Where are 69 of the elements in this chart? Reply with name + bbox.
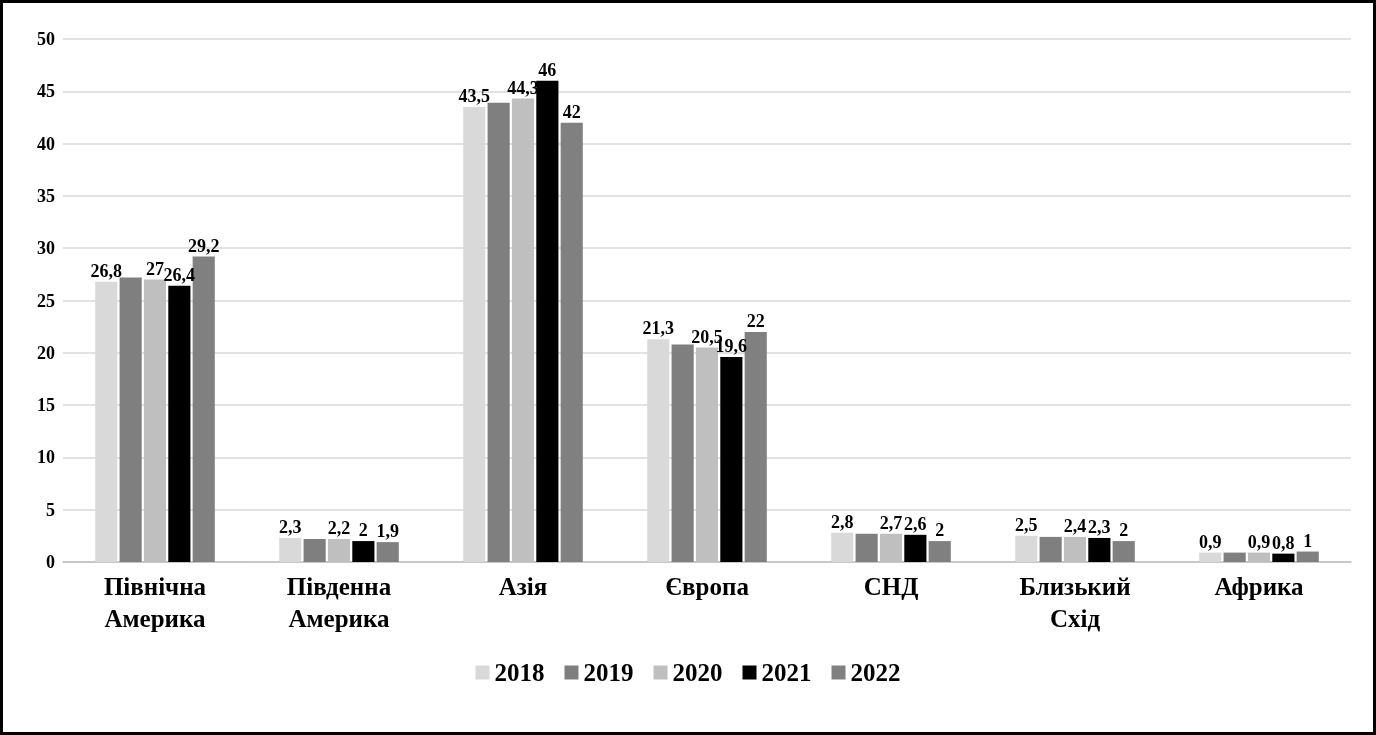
bar: [168, 285, 191, 562]
y-tick-label: 20: [37, 342, 55, 363]
bar: [831, 532, 854, 562]
y-tick-label: 0: [46, 552, 55, 572]
data-label: 2,5: [1015, 514, 1038, 535]
x-tick-label: Африка: [1214, 572, 1305, 600]
data-label: 26,4: [163, 264, 196, 285]
legend-label: 2020: [672, 659, 723, 686]
x-tick-label: Південна Америка: [286, 572, 392, 632]
x-tick-label: Близький Схід: [1019, 572, 1131, 632]
data-label: 21,3: [642, 318, 675, 339]
bar: [536, 80, 559, 562]
bar: [855, 533, 878, 562]
data-label: 2: [935, 520, 945, 541]
data-label: 42: [562, 101, 581, 122]
bar: [1039, 536, 1062, 562]
bar: [303, 538, 326, 562]
bar: [1223, 552, 1246, 562]
y-tick-label: 25: [37, 290, 55, 311]
bar: [279, 537, 302, 562]
legend-label: 2019: [583, 659, 634, 686]
data-label: 0,8: [1272, 532, 1295, 553]
data-label: 2,3: [1088, 516, 1111, 537]
data-label: 0,9: [1247, 531, 1271, 552]
data-label: 2,3: [279, 516, 302, 537]
data-label: 43,5: [458, 85, 491, 106]
data-label: 29,2: [187, 235, 220, 256]
y-tick-label: 15: [37, 395, 55, 416]
legend-label: 2018: [494, 659, 545, 686]
data-label: 2,7: [879, 512, 903, 533]
data-label: 2,6: [904, 513, 927, 534]
bar: [1015, 535, 1038, 562]
data-label: 26,8: [90, 260, 123, 281]
data-label: 2,8: [831, 511, 854, 532]
bar: [720, 356, 743, 562]
bar: [376, 542, 399, 562]
data-label: 2: [1119, 520, 1129, 541]
y-tick-label: 5: [46, 499, 55, 520]
data-label: 1,9: [376, 521, 399, 542]
legend-label: 2022: [850, 659, 901, 686]
x-tick-label: СНД: [863, 572, 919, 600]
data-label: 0,9: [1199, 531, 1222, 552]
data-label: 22: [746, 310, 765, 331]
y-tick-label: 10: [37, 447, 55, 468]
bar: [352, 541, 375, 562]
bar: [904, 534, 927, 562]
bar: [1296, 551, 1319, 562]
bar: [928, 541, 951, 562]
x-tick-label: Північна Америка: [103, 572, 207, 632]
bar: [1199, 552, 1222, 562]
bar: [1272, 553, 1295, 562]
bar: [671, 344, 694, 562]
x-tick-label: Європа: [665, 572, 750, 600]
data-label: 2,2: [327, 517, 351, 538]
bar: [560, 122, 583, 562]
data-label: 2,4: [1063, 515, 1087, 536]
y-tick-label: 30: [37, 238, 55, 259]
y-tick-label: 45: [37, 81, 55, 102]
y-tick-label: 35: [37, 185, 55, 206]
y-tick-label: 40: [37, 133, 55, 154]
y-tick-label: 50: [37, 29, 55, 49]
bar: [1088, 537, 1111, 562]
x-tick-label: Азія: [498, 572, 548, 600]
legend-label: 2021: [761, 659, 812, 686]
data-label: 27: [146, 258, 164, 279]
data-label: 2: [358, 520, 368, 541]
data-label: 1: [1303, 530, 1313, 551]
data-label: 46: [538, 59, 557, 80]
bar: [1112, 541, 1135, 562]
